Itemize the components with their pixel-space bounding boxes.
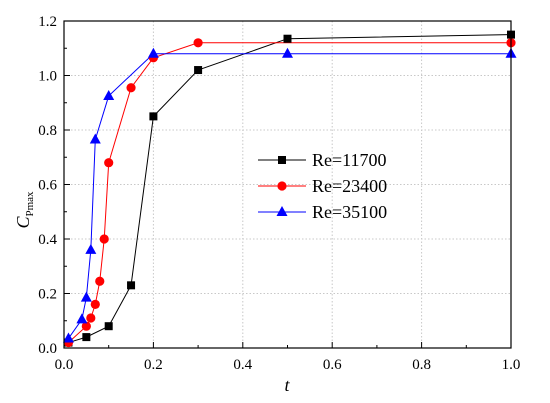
- legend-item: Re=11700: [258, 150, 386, 170]
- data-point: [81, 321, 91, 331]
- legend-item: Re=35100: [258, 202, 387, 222]
- y-tick-label: 0.6: [38, 178, 57, 194]
- data-point: [76, 313, 88, 324]
- data-point: [82, 333, 91, 342]
- x-tick-label: 0.6: [323, 357, 342, 373]
- series-line-0: [68, 34, 512, 344]
- legend-label: Re=11700: [312, 150, 386, 170]
- data-point: [126, 83, 136, 93]
- x-axis-title: t: [284, 375, 290, 395]
- legend-label: Re=35100: [312, 202, 387, 222]
- series-line-2: [68, 53, 511, 339]
- series-lines: [68, 34, 512, 344]
- legend: Re=11700 Re=23400 Re=35100: [258, 150, 387, 222]
- data-point: [80, 291, 92, 302]
- legend-marker: [278, 156, 286, 164]
- data-point: [283, 34, 292, 43]
- data-point: [62, 332, 74, 343]
- data-point: [95, 276, 105, 286]
- data-point: [127, 281, 136, 290]
- axis-ticks: [63, 20, 512, 349]
- grid: [63, 20, 512, 349]
- y-tick-label: 0.8: [38, 123, 57, 139]
- y-tick-label: 0.4: [38, 232, 57, 248]
- x-tick-label: 0.4: [233, 357, 252, 373]
- series-markers: [62, 30, 517, 348]
- y-tick-label: 1.0: [38, 69, 57, 85]
- y-axis-title-subscript: Pmax: [24, 191, 36, 217]
- y-tick-label: 0.0: [38, 341, 57, 357]
- legend-item: Re=23400: [258, 176, 387, 196]
- y-axis-title-main: C: [13, 216, 33, 229]
- data-point: [86, 313, 96, 323]
- data-point: [90, 299, 100, 309]
- data-point: [147, 47, 159, 58]
- y-axis-title: CPmax: [13, 191, 36, 229]
- legend-marker: [276, 206, 288, 216]
- data-point: [99, 234, 109, 244]
- data-point: [104, 322, 113, 331]
- legend-label: Re=23400: [312, 176, 387, 196]
- data-point: [85, 243, 97, 254]
- x-tick-label: 0.2: [144, 357, 163, 373]
- x-tick-label: 0.0: [55, 357, 74, 373]
- y-tick-label: 1.2: [38, 14, 57, 30]
- data-point: [89, 133, 101, 144]
- data-point: [194, 66, 203, 75]
- y-tick-label: 0.2: [38, 287, 57, 303]
- data-point: [282, 47, 293, 58]
- data-point: [193, 38, 203, 48]
- x-tick-label: 1.0: [502, 357, 521, 373]
- legend-marker: [277, 181, 287, 191]
- x-tick-labels: 0.0 0.2 0.4 0.6 0.8 1.0: [55, 357, 521, 373]
- y-tick-labels: 0.0 0.2 0.4 0.6 0.8 1.0 1.2: [38, 14, 57, 357]
- data-point: [103, 89, 115, 100]
- data-point: [149, 112, 158, 121]
- data-point: [104, 158, 114, 168]
- x-tick-label: 0.8: [412, 357, 431, 373]
